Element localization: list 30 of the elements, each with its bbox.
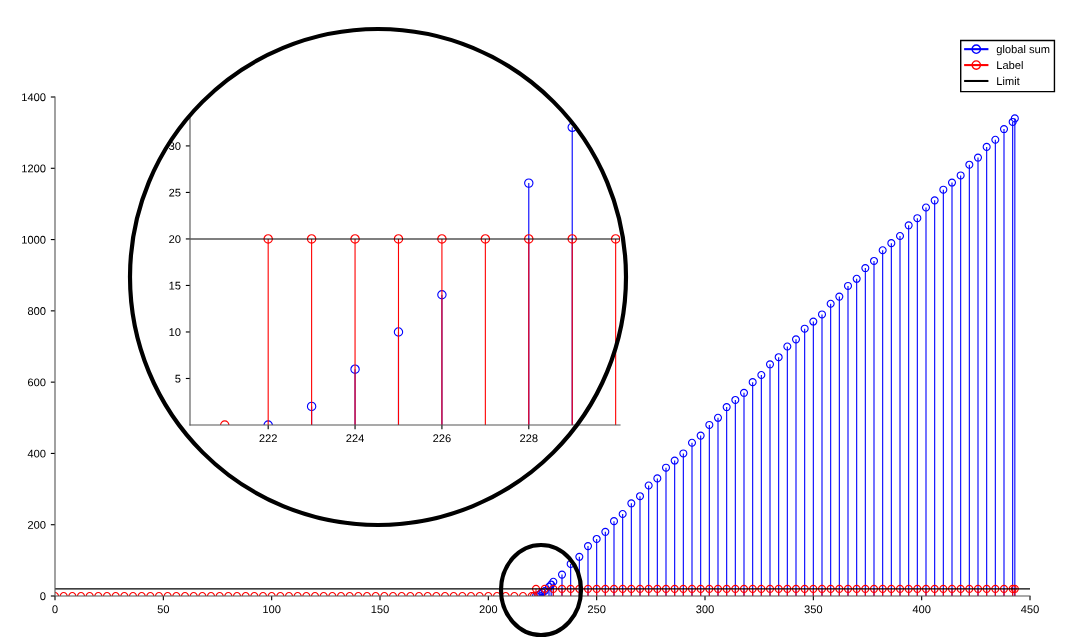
y-tick-label: 1000 bbox=[22, 235, 46, 244]
y-tick-label: 25 bbox=[169, 188, 181, 197]
x-tick-label: 400 bbox=[912, 605, 931, 614]
x-tick-label: 100 bbox=[263, 605, 281, 614]
x-tick-label: 150 bbox=[371, 605, 389, 614]
y-tick-label: 1400 bbox=[22, 93, 46, 102]
x-tick-label: 50 bbox=[157, 605, 170, 614]
y-tick-label: 20 bbox=[169, 235, 181, 244]
y-tick-label: 5 bbox=[175, 374, 181, 383]
x-tick-label: 226 bbox=[433, 434, 451, 443]
x-tick-label: 300 bbox=[696, 605, 714, 614]
legend-label: Label bbox=[997, 60, 1023, 70]
y-tick-label: 0 bbox=[40, 592, 46, 601]
y-tick-label: 400 bbox=[27, 449, 46, 458]
legend-label: global sum bbox=[996, 45, 1050, 56]
x-tick-label: 350 bbox=[804, 605, 823, 614]
x-tick-label: 250 bbox=[587, 605, 606, 614]
x-tick-label: 224 bbox=[346, 434, 364, 443]
x-tick-label: 200 bbox=[479, 605, 498, 614]
y-tick-label: 600 bbox=[28, 378, 46, 387]
legend-label: Limit bbox=[997, 76, 1020, 85]
y-tick-label: 15 bbox=[169, 281, 181, 290]
x-tick-label: 450 bbox=[1020, 605, 1039, 614]
x-tick-label: 228 bbox=[520, 434, 538, 443]
y-tick-label: 200 bbox=[27, 520, 46, 529]
y-tick-label: 10 bbox=[169, 328, 181, 337]
y-tick-label: 1200 bbox=[22, 164, 46, 173]
x-tick-label: 0 bbox=[52, 605, 58, 614]
x-tick-label: 222 bbox=[259, 434, 277, 443]
y-tick-label: 800 bbox=[27, 307, 46, 315]
